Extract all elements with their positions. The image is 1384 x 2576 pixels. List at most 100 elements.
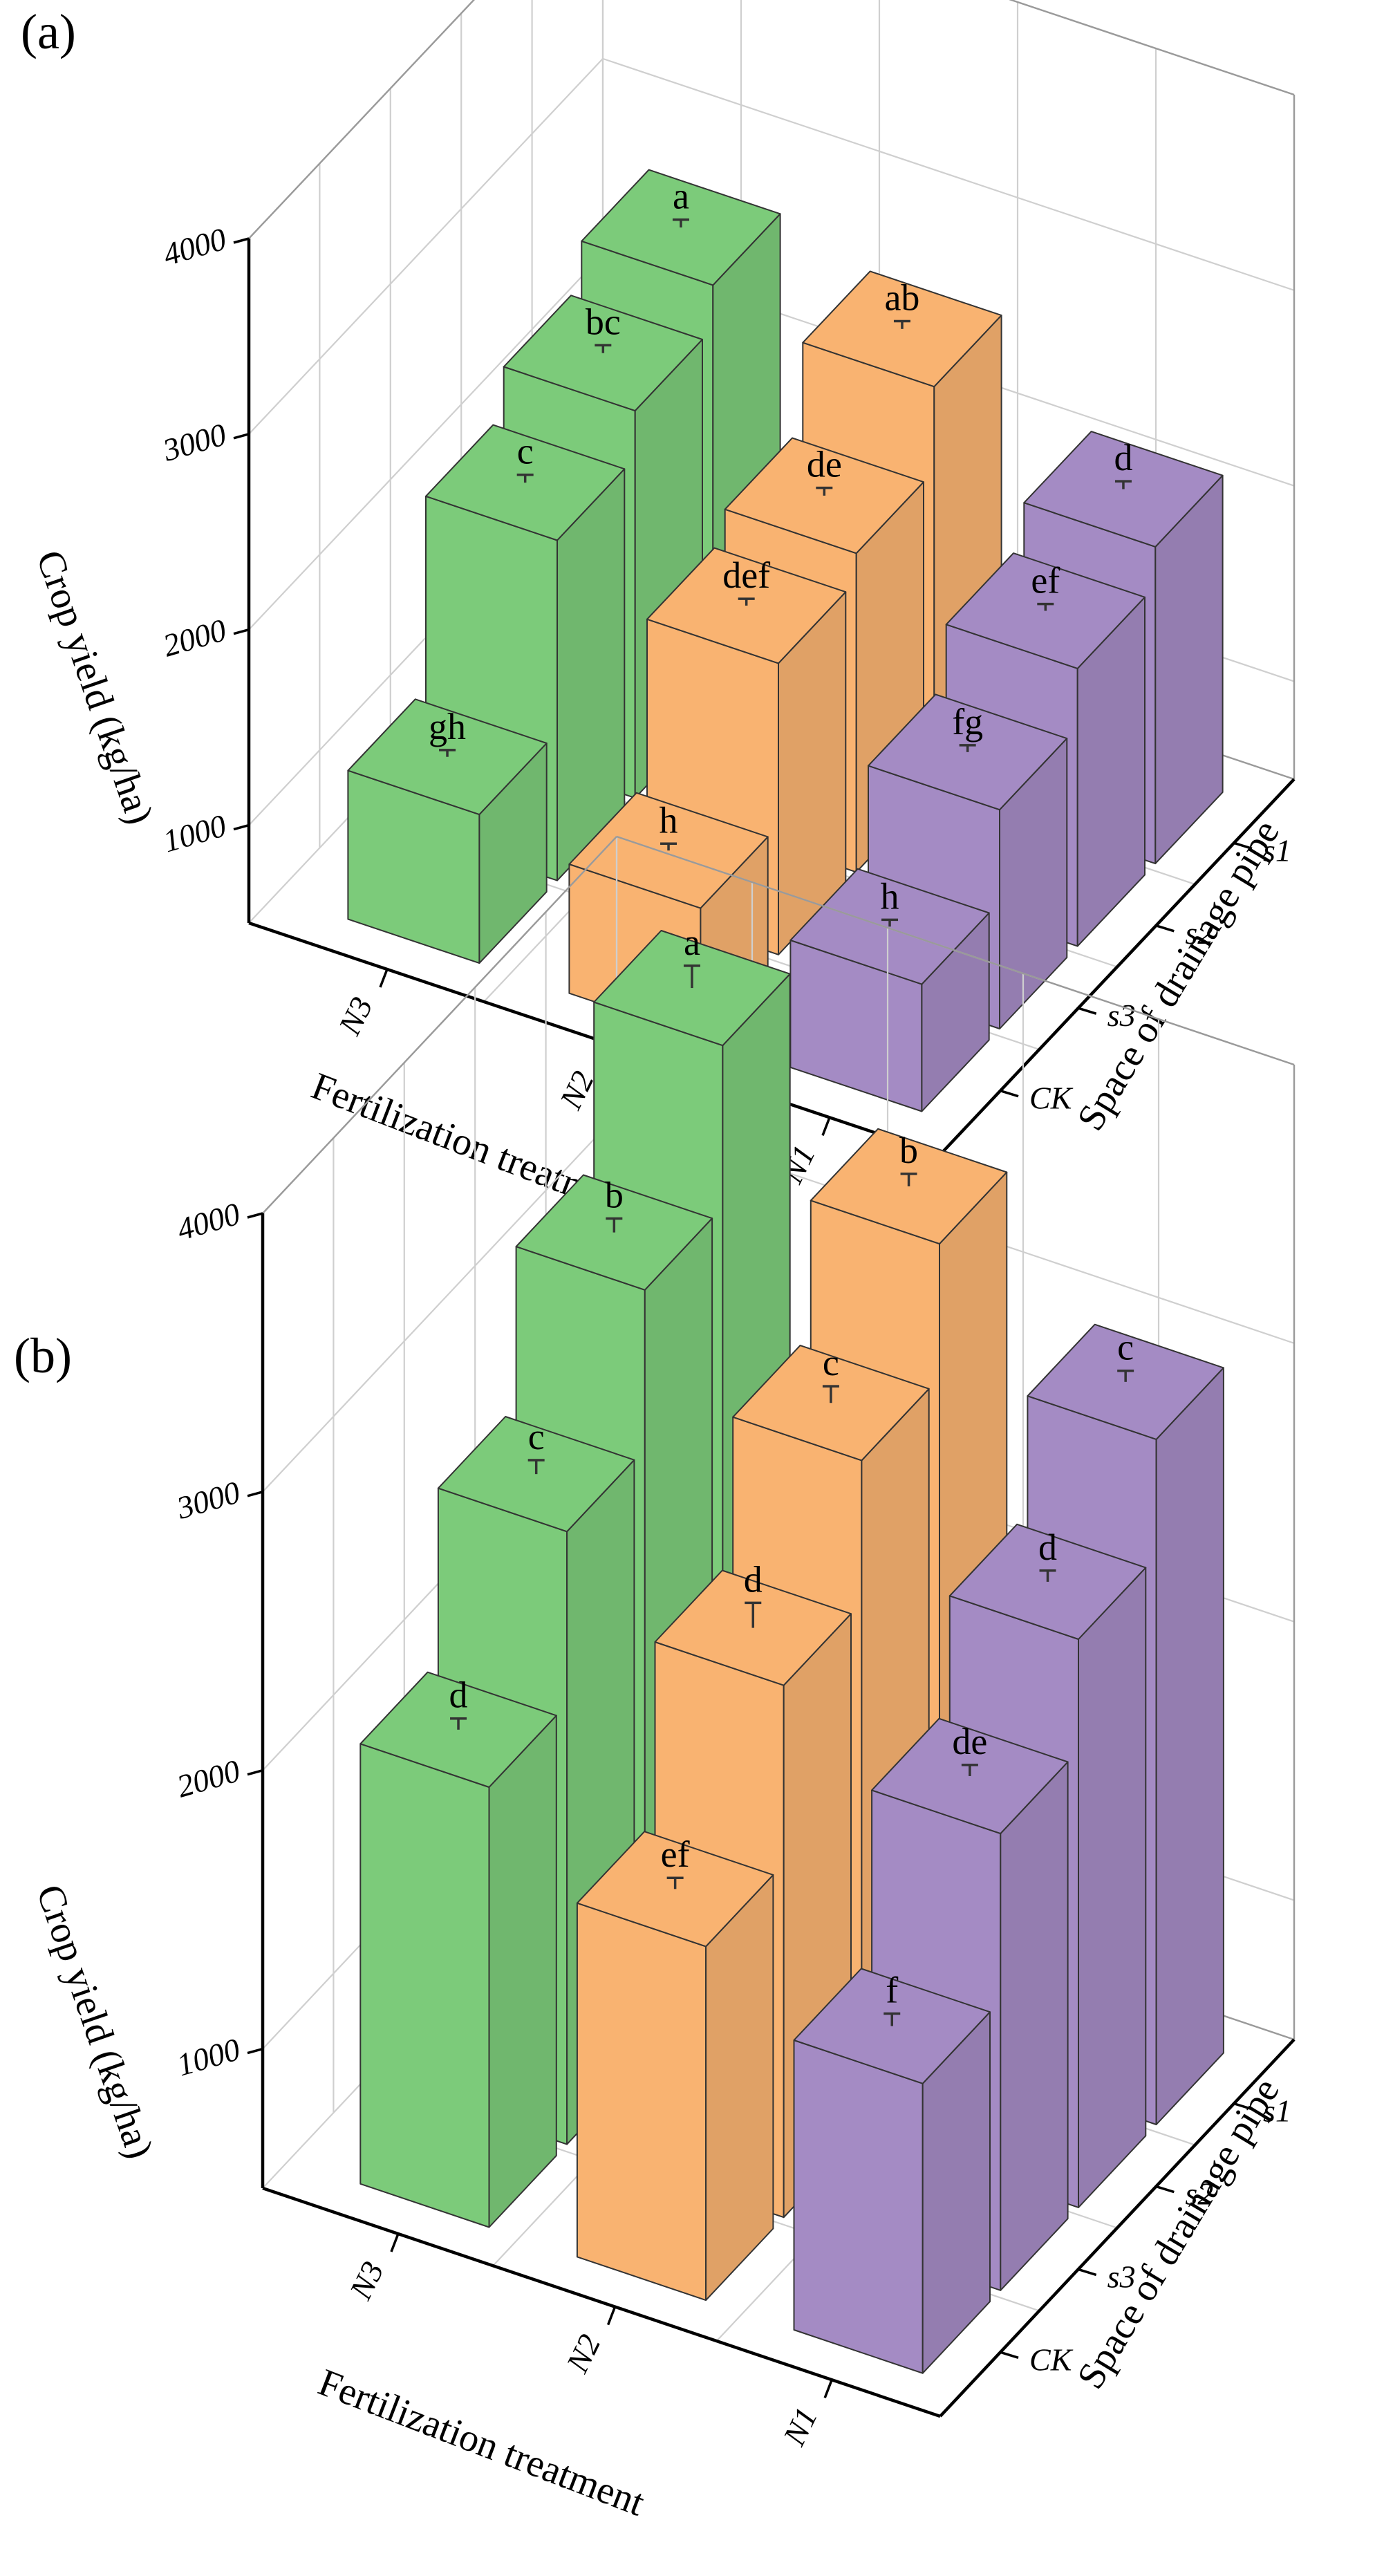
frame-top-back	[1009, 0, 1295, 96]
significance-label: de	[952, 1721, 987, 1762]
bar-front-face	[359, 1743, 490, 2228]
significance-label: d	[744, 1558, 763, 1600]
z-tick	[233, 237, 250, 244]
bar-n3-ck: d	[359, 1671, 557, 2228]
z-tick	[233, 823, 250, 831]
y-tick-label: CK	[1029, 2342, 1074, 2377]
significance-label: d	[1114, 437, 1132, 478]
x-tick	[823, 2379, 833, 2398]
grid-line-left	[248, 0, 475, 239]
z-axis-title: Crop yield (kg/ha)	[28, 545, 161, 829]
grid-line-left	[248, 253, 604, 631]
significance-label: a	[684, 922, 700, 963]
y-tick	[1000, 2351, 1019, 2360]
x-axis-line	[262, 2186, 941, 2418]
y-axis-line	[939, 2038, 1296, 2418]
significance-label: ef	[661, 1833, 690, 1875]
grid-line-left	[262, 1114, 617, 1493]
bar-top-face	[359, 1671, 557, 1788]
significance-label: h	[881, 875, 899, 917]
y-tick	[1233, 2102, 1253, 2111]
significance-label: c	[1117, 1327, 1134, 1368]
bar-top-face	[793, 1968, 991, 2084]
z-tick	[247, 1491, 263, 1497]
y-tick-label: s3	[1107, 2259, 1136, 2294]
panel-label: (b)	[14, 1328, 72, 1383]
bar-side-face	[1155, 1367, 1224, 2125]
bar-front-face	[793, 2040, 924, 2374]
z-tick-label: 4000	[173, 1196, 243, 1247]
z-tick	[247, 1769, 263, 1776]
significance-label: fg	[952, 701, 983, 743]
significance-label: def	[722, 554, 770, 596]
bar-top-face	[654, 1569, 852, 1686]
significance-label: gh	[429, 706, 466, 747]
x-tick	[390, 2233, 400, 2252]
y-tick-label: s1	[1263, 832, 1291, 868]
z-tick-label: 4000	[159, 221, 230, 272]
significance-label: c	[823, 1342, 839, 1383]
significance-label: h	[660, 799, 678, 841]
bar-top-face	[646, 547, 847, 664]
y-tick-label: s2	[1185, 915, 1213, 951]
grid-line-back	[1009, 0, 1295, 96]
significance-label: c	[528, 1416, 545, 1457]
z-tick	[233, 433, 250, 440]
y-tick	[1078, 2268, 1097, 2277]
z-tick	[233, 628, 250, 635]
z-tick-label: 1000	[173, 2031, 243, 2082]
bar-top-face	[515, 1174, 713, 1291]
significance-label: d	[449, 1674, 468, 1716]
z-tick-label: 1000	[159, 808, 230, 859]
significance-label: ab	[884, 277, 919, 319]
significance-label: d	[1038, 1527, 1057, 1568]
z-tick	[247, 1212, 263, 1219]
significance-label: de	[807, 444, 842, 485]
bar-n3-ck: gh	[347, 698, 548, 964]
x-tick-label: N1	[776, 2402, 824, 2452]
significance-label: ef	[1031, 560, 1060, 601]
z-tick-label: 2000	[159, 612, 230, 663]
y-tick-label: s1	[1263, 2093, 1291, 2129]
z-axis-title: Crop yield (kg/ha)	[28, 1879, 161, 2163]
x-tick-label: N2	[559, 2329, 608, 2379]
bars: d ab a ef de bc fg def c h h gh	[347, 169, 1224, 1112]
y-tick	[1233, 841, 1253, 850]
significance-label: b	[899, 1130, 918, 1171]
bars: c b a d c b de d c f ef d	[359, 922, 1224, 2374]
bar-side-face	[1000, 1761, 1069, 2291]
significance-label: a	[673, 176, 689, 217]
x-tick	[379, 969, 389, 988]
frame-top-left	[262, 836, 617, 1214]
y-axis-line	[939, 778, 1296, 1156]
y-tick	[1155, 924, 1175, 933]
bar-n1-ck: f	[793, 1968, 991, 2374]
grid-line-left	[248, 58, 604, 435]
bar-side-face	[705, 1874, 774, 2302]
panel-label: (a)	[21, 4, 76, 59]
y-tick	[1000, 1090, 1019, 1098]
significance-label: b	[605, 1174, 624, 1215]
bar-top-face	[732, 1345, 930, 1462]
y-tick-label: s2	[1185, 2176, 1213, 2212]
grid-line-back	[602, 57, 1295, 291]
x-tick-label: N3	[331, 991, 380, 1041]
x-tick	[821, 1117, 831, 1137]
bar-n2-s3: def	[646, 547, 847, 955]
significance-label: bc	[586, 301, 621, 342]
bar-n1-ck: h	[789, 868, 990, 1112]
y-tick	[1155, 2185, 1175, 2194]
x-tick	[606, 2306, 617, 2326]
z-tick-label: 3000	[158, 416, 230, 468]
z-tick-label: 3000	[172, 1474, 243, 1526]
z-tick-label: 2000	[173, 1753, 243, 1804]
significance-label: f	[886, 1969, 898, 2010]
frame-top-left	[248, 0, 475, 239]
z-tick	[247, 2047, 263, 2055]
bar-top-face	[593, 930, 791, 1047]
bar-n2-ck: ef	[576, 1831, 774, 2302]
bar-top-face	[1023, 431, 1224, 548]
y-tick-label: CK	[1029, 1081, 1074, 1116]
bar-front-face	[576, 1902, 707, 2302]
